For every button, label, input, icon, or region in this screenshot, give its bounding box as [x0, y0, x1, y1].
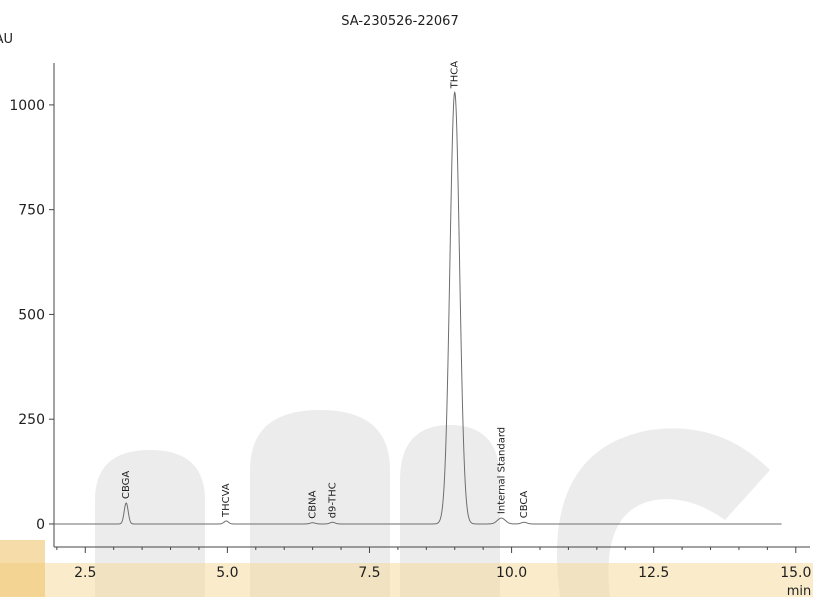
peak-label: THCA — [450, 61, 461, 90]
x-tick-label: 5.0 — [216, 565, 238, 581]
peak-label: CBNA — [308, 490, 319, 518]
x-tick-label: 10.0 — [496, 565, 527, 581]
chart-title: SA-230526-22067 — [341, 14, 458, 29]
x-tick-label: 2.5 — [74, 565, 96, 581]
y-axis-ticks: 0 250 500 750 1000 — [9, 98, 54, 533]
peak-label: Internal Standard — [496, 427, 507, 514]
x-tick-label: 12.5 — [638, 565, 669, 581]
peak-label: CBGA — [121, 471, 132, 499]
peak-label: THCVA — [221, 483, 232, 518]
y-tick-label: 1000 — [9, 98, 45, 114]
y-tick-label: 0 — [36, 517, 45, 533]
y-tick-label: 750 — [18, 203, 45, 219]
watermark-orange-block — [0, 540, 45, 597]
x-tick-label: 15.0 — [780, 565, 811, 581]
peak-label: CBCA — [519, 491, 530, 519]
y-tick-label: 250 — [18, 412, 45, 428]
y-tick-label: 500 — [18, 307, 45, 323]
peak-label: d9-THC — [328, 482, 339, 518]
watermark-orange-bar — [0, 563, 813, 597]
x-axis-unit-label: min — [787, 584, 812, 597]
x-tick-label: 7.5 — [358, 565, 380, 581]
y-axis-unit-label: mAU — [0, 32, 13, 47]
watermark-logo — [0, 410, 813, 597]
